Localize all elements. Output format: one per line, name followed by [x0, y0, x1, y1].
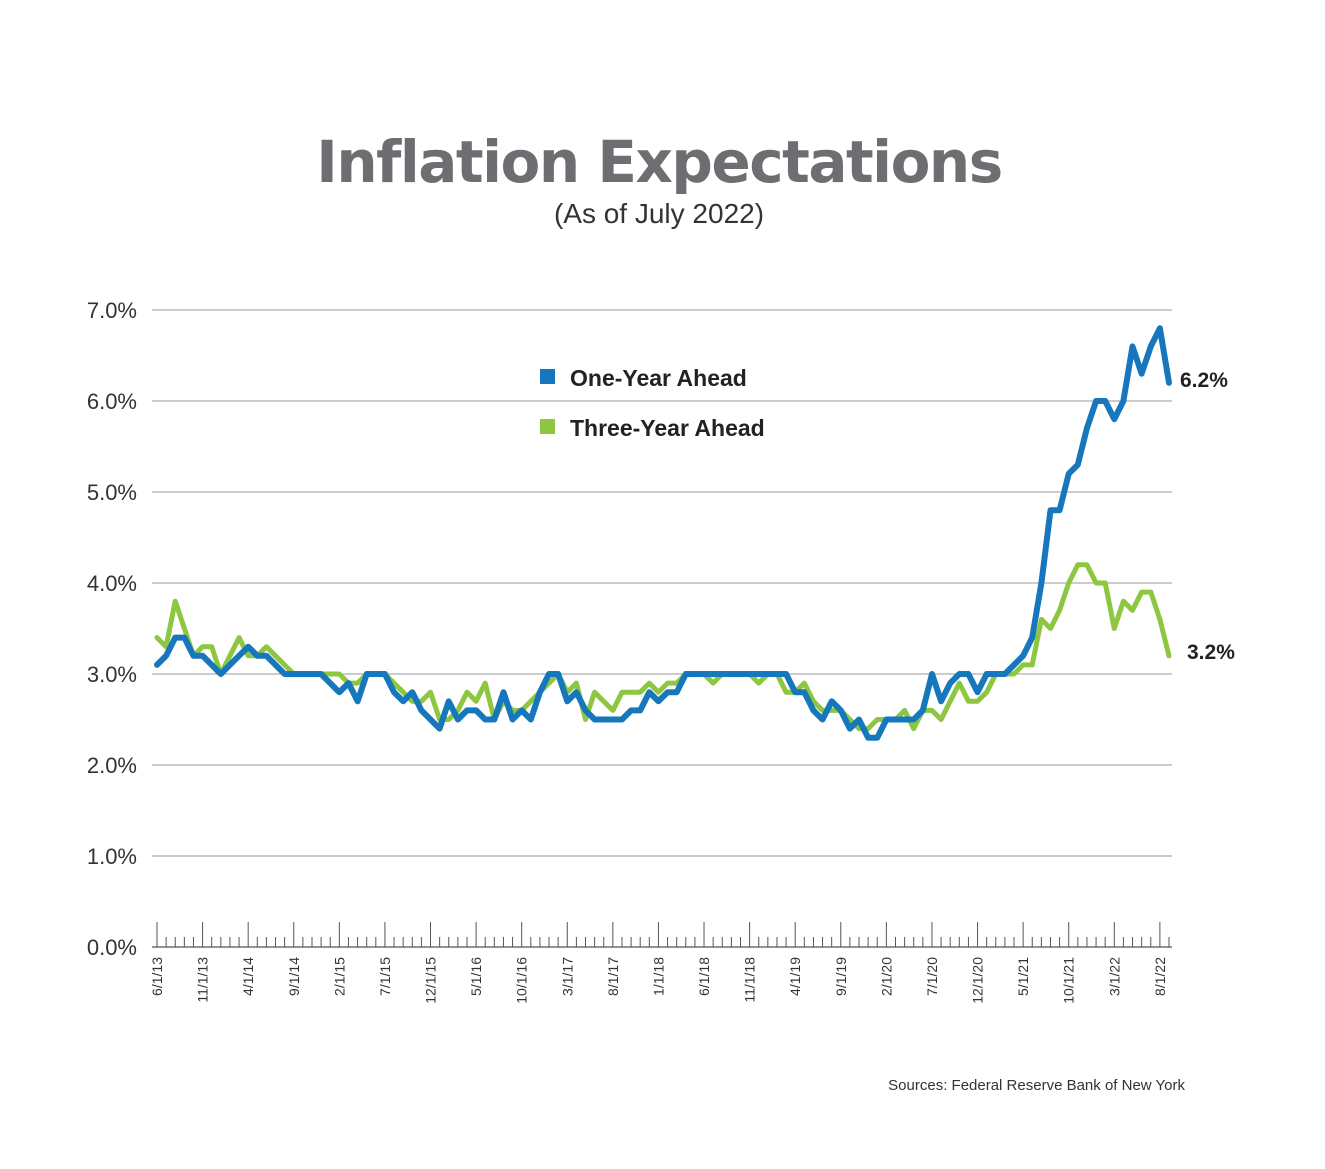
x-tick-label: 2/1/15	[331, 957, 347, 996]
x-tick-label: 3/1/22	[1106, 957, 1122, 996]
x-axis-labels: 6/1/13 11/1/13 4/1/14 9/1/14 2/1/15 7/1/15 12/…	[149, 957, 1168, 1004]
y-tick-label: 5.0%	[87, 480, 137, 505]
y-axis-labels: 0.0% 1.0% 2.0% 3.0% 4.0% 5.0% 6.0% 7.0%	[87, 298, 137, 960]
y-tick-label: 3.0%	[87, 662, 137, 687]
y-tick-label: 7.0%	[87, 298, 137, 323]
x-tick-label: 10/1/16	[514, 957, 530, 1004]
series-line-one-year	[154, 325, 1172, 741]
grid-lines	[152, 309, 1172, 857]
chart-subtitle: (As of July 2022)	[553, 198, 765, 229]
x-tick-label: 4/1/19	[787, 957, 803, 996]
legend-label-one-year: One-Year Ahead	[570, 365, 747, 391]
x-tick-label: 7/1/15	[377, 957, 393, 996]
x-tick-label: 8/1/22	[1152, 957, 1168, 996]
series-line-three-year	[154, 562, 1172, 732]
x-tick-label: 5/1/21	[1015, 957, 1031, 996]
x-tick-label: 6/1/13	[149, 957, 165, 996]
x-tick-label: 4/1/14	[240, 957, 256, 996]
end-label-three-year: 3.2%	[1187, 641, 1235, 664]
x-tick-label: 9/1/19	[833, 957, 849, 996]
x-tick-label: 11/1/13	[195, 957, 211, 1003]
x-tick-label: 10/1/21	[1061, 957, 1077, 1004]
x-tick-label: 7/1/20	[924, 957, 940, 996]
end-label-one-year: 6.2%	[1180, 369, 1228, 392]
legend-swatch-three-year	[540, 419, 555, 434]
x-tick-label: 12/1/20	[970, 957, 986, 1004]
x-tick-label: 6/1/18	[696, 957, 712, 996]
x-tick-label: 11/1/18	[742, 957, 758, 1003]
y-tick-label: 2.0%	[87, 753, 137, 778]
legend: One-Year Ahead Three-Year Ahead	[540, 365, 765, 441]
y-tick-label: 1.0%	[87, 844, 137, 869]
x-tick-label: 8/1/17	[605, 957, 621, 996]
source-note: Sources: Federal Reserve Bank of New Yor…	[888, 1077, 1185, 1094]
x-tick-label: 1/1/18	[650, 957, 666, 996]
y-tick-label: 4.0%	[87, 571, 137, 596]
x-axis	[152, 922, 1172, 948]
x-tick-label: 2/1/20	[878, 957, 894, 996]
x-tick-label: 3/1/17	[559, 957, 575, 996]
series-lines	[154, 325, 1172, 741]
chart-title: Inflation Expectations	[316, 128, 1003, 196]
y-tick-label: 6.0%	[87, 389, 137, 414]
legend-swatch-one-year	[540, 369, 555, 384]
x-tick-label: 5/1/16	[468, 957, 484, 996]
x-tick-label: 9/1/14	[286, 957, 302, 996]
legend-label-three-year: Three-Year Ahead	[570, 415, 765, 441]
x-tick-label: 12/1/15	[423, 957, 439, 1004]
y-tick-label: 0.0%	[87, 935, 137, 960]
